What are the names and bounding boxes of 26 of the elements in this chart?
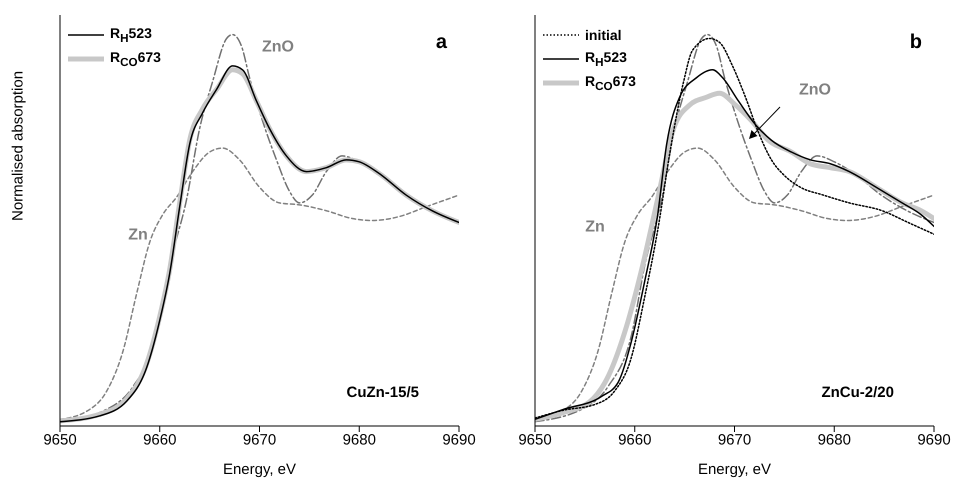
annotation: Zn bbox=[128, 226, 148, 244]
x-tick-label: 9670 bbox=[242, 432, 276, 449]
annotation: Zn bbox=[585, 218, 605, 236]
x-tick-label: 9650 bbox=[518, 432, 552, 449]
x-tick-label: 9680 bbox=[818, 432, 851, 449]
x-axis-title: Energy, eV bbox=[698, 461, 772, 478]
x-tick-label: 9650 bbox=[43, 432, 77, 449]
annotation: ZnO bbox=[799, 82, 831, 98]
legend-label: R$_{H}$523 bbox=[585, 49, 627, 69]
annotation: ZnO bbox=[262, 38, 294, 56]
y-axis-title: Normalised absorption bbox=[10, 70, 26, 220]
x-tick-label: 9660 bbox=[618, 432, 652, 449]
annotation: ZnCu-2/20 bbox=[821, 384, 894, 401]
x-tick-label: 9660 bbox=[143, 432, 176, 449]
annotation: b bbox=[910, 31, 922, 54]
legend-label: R$_{CO}$673 bbox=[110, 49, 161, 69]
x-tick-label: 9670 bbox=[718, 432, 752, 449]
x-tick-label: 9690 bbox=[442, 432, 476, 449]
legend-label: initial bbox=[585, 27, 622, 43]
x-axis-title: Energy, eV bbox=[222, 461, 296, 478]
x-tick-label: 9680 bbox=[342, 432, 376, 449]
x-tick-label: 9690 bbox=[917, 432, 951, 449]
legend-label: R$_{H}$523 bbox=[110, 25, 152, 45]
annotation: CuZn-15/5 bbox=[346, 384, 419, 401]
legend-label: R$_{CO}$673 bbox=[585, 73, 636, 93]
annotation: a bbox=[436, 31, 447, 54]
